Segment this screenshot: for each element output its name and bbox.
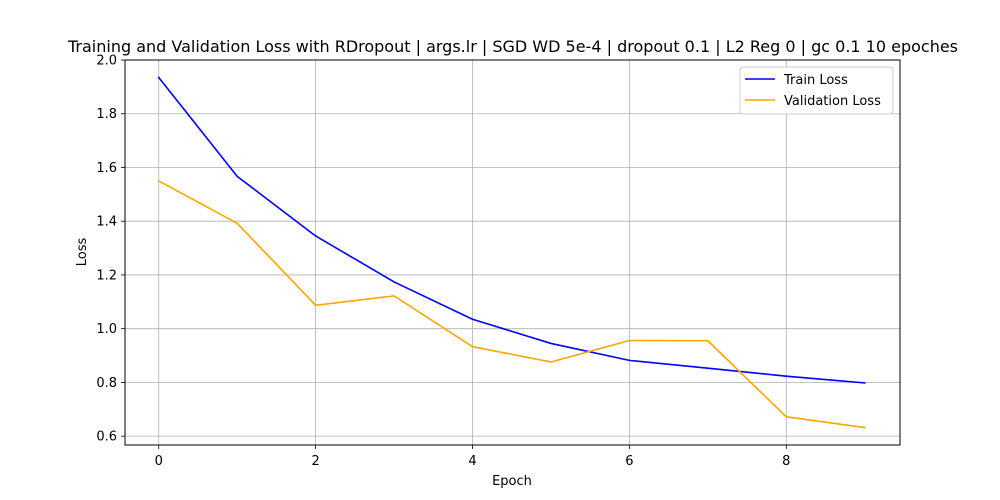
x-tick-label: 2 (311, 454, 319, 469)
series-line-train-loss (157, 76, 866, 384)
x-tick-label: 0 (155, 454, 163, 469)
y-axis: 0.6 0.8 1.0 1.2 1.4 1.6 1.8 2.0 (96, 54, 125, 445)
y-tick-label: 1.0 (96, 322, 117, 337)
y-tick-label: 1.8 (96, 107, 117, 122)
y-tick-label: 1.2 (96, 268, 117, 283)
x-axis-label: Epoch (492, 474, 532, 489)
x-axis: 0 2 4 6 8 (155, 445, 790, 469)
chart-title: Training and Validation Loss with RDropo… (67, 37, 958, 56)
series-layer (157, 76, 866, 429)
legend: Train Loss Validation Loss (739, 66, 894, 115)
y-axis-label: Loss (75, 238, 90, 267)
y-tick-label: 1.6 (96, 161, 117, 176)
legend-label-train-loss: Train Loss (783, 73, 848, 88)
plot-frame (124, 59, 901, 446)
series-line-validation-loss (157, 179, 866, 429)
x-tick-label: 4 (468, 454, 476, 469)
y-tick-label: 1.4 (96, 215, 117, 230)
grid (125, 59, 900, 445)
x-tick-label: 6 (625, 454, 633, 469)
y-tick-label: 0.6 (96, 430, 117, 445)
x-tick-label: 8 (782, 454, 790, 469)
legend-label-validation-loss: Validation Loss (784, 94, 881, 109)
y-tick-label: 0.8 (96, 376, 117, 391)
y-tick-label: 2.0 (96, 54, 117, 69)
legend-box (739, 66, 894, 115)
